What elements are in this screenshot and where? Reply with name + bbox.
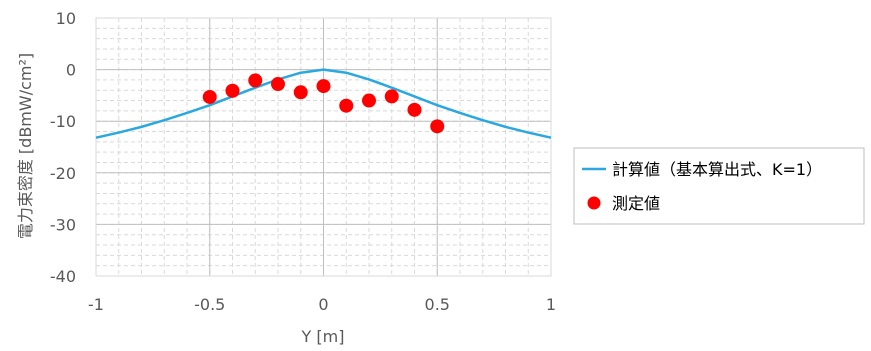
series-line-calculated — [95, 68, 552, 139]
y-tick-label: -40 — [50, 267, 76, 286]
y-tick-label: 10 — [56, 9, 76, 28]
legend-label-calculated: 計算値（基本算出式、K=1） — [612, 160, 822, 179]
data-point-measured — [362, 93, 376, 108]
x-tick-label: 1 — [546, 295, 556, 314]
data-point-measured — [293, 85, 308, 100]
series-layer — [95, 68, 552, 139]
data-point-measured — [407, 102, 422, 117]
x-axis-title: Y [m] — [301, 327, 345, 346]
y-tick-labels: 10 0 -10 -20 -30 -40 — [50, 9, 76, 286]
data-point-measured — [430, 119, 445, 134]
x-tick-label: -0.5 — [194, 295, 225, 314]
legend-box — [573, 147, 865, 225]
data-point-measured — [202, 89, 217, 104]
data-point-measured — [316, 79, 331, 94]
data-point-measured — [384, 89, 399, 104]
x-tick-label: 0.5 — [425, 295, 450, 314]
legend-label-measured: 測定値 — [612, 194, 660, 213]
legend: 計算値（基本算出式、K=1） 測定値 — [573, 147, 865, 225]
legend-marker-swatch — [587, 196, 601, 210]
x-tick-label: -1 — [88, 295, 104, 314]
x-tick-labels: -1 -0.5 0 0.5 1 — [88, 295, 556, 314]
data-point-measured — [248, 73, 263, 88]
y-axis-title: 電力束密度 [dBmW/cm²] — [16, 53, 35, 239]
y-tick-label: -20 — [50, 164, 76, 183]
y-tick-label: -10 — [50, 112, 76, 131]
data-point-measured — [271, 77, 285, 92]
plot-area-border — [95, 17, 552, 277]
y-tick-label: 0 — [66, 61, 76, 80]
y-tick-label: -30 — [50, 215, 76, 234]
data-point-measured — [339, 98, 354, 113]
x-tick-label: 0 — [318, 295, 328, 314]
data-point-measured — [225, 83, 240, 98]
